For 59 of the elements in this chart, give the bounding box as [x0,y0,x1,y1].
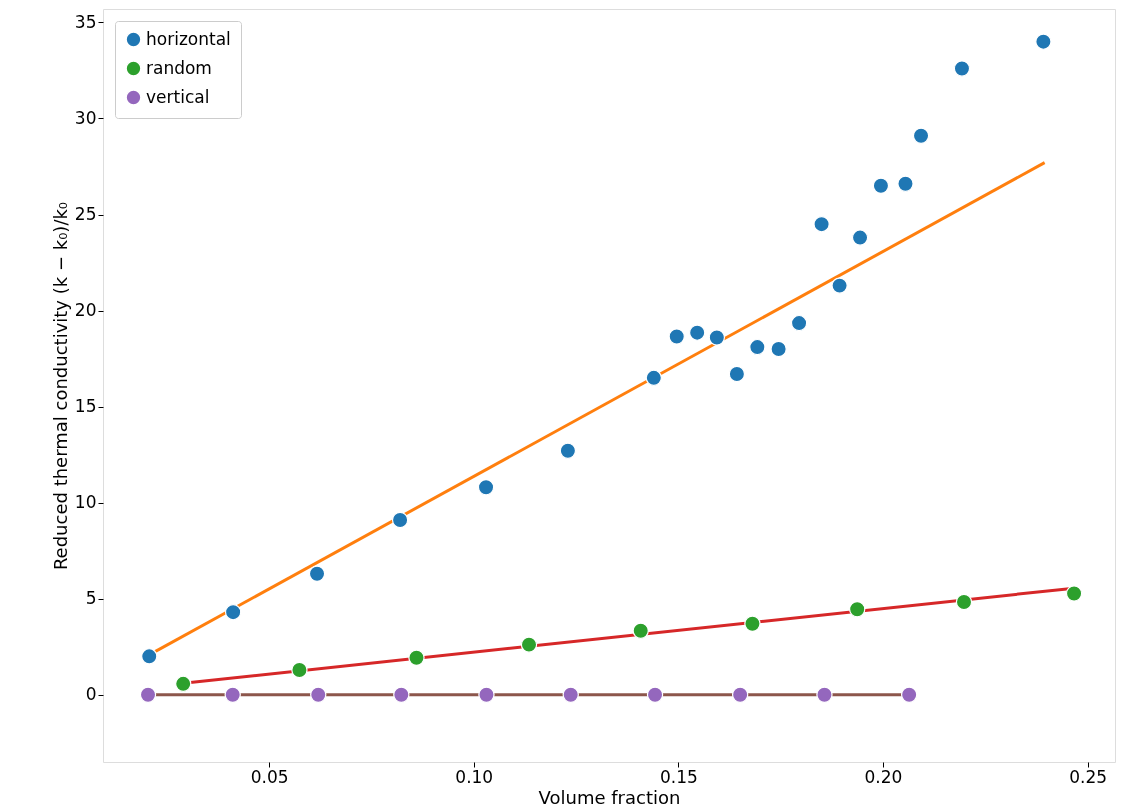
point [831,277,848,294]
point [175,675,192,692]
point [562,686,579,703]
y-tick-label: 35 [74,11,97,32]
point [520,636,538,653]
point [708,329,726,346]
x-tick-label: 0.15 [659,766,698,787]
point [645,369,662,386]
point [308,565,326,582]
point [1035,33,1052,50]
y-tick-label: 25 [74,204,97,225]
point [813,215,830,233]
point [851,229,869,246]
point [731,686,749,703]
legend-label: random [146,57,212,78]
point [912,127,930,144]
point [141,648,158,665]
point [139,686,157,703]
point [1065,585,1083,602]
point [408,649,425,666]
point [291,661,308,679]
point [790,314,808,332]
point [749,338,766,356]
x-tick-label: 0.10 [455,766,494,787]
point [816,686,833,703]
point [632,622,649,639]
point [849,601,866,618]
point [953,60,971,77]
point [224,604,242,621]
point [310,686,327,703]
x-tick-label: 0.05 [250,766,289,787]
point [391,511,409,529]
y-tick-label: 20 [74,300,97,321]
point [668,328,685,345]
point [393,686,410,703]
x-tick-label: 0.25 [1069,766,1108,787]
point [477,479,495,496]
point [897,175,914,192]
point [646,686,664,703]
y-tick-label: 15 [74,396,97,417]
point [728,365,746,383]
point [872,177,890,194]
y-tick-label: 0 [85,684,97,705]
x-axis-title: Volume fraction [538,786,681,808]
point [955,593,973,611]
legend-label: vertical [146,86,210,107]
y-axis-title: Reduced thermal conductivity (k − k₀)/k₀ [49,201,71,571]
point [900,686,918,703]
legend-label: horizontal [146,28,231,49]
y-tick-label: 30 [74,107,97,128]
y-tick-label: 10 [74,492,97,513]
point [689,324,706,341]
point [770,340,787,358]
point [744,615,761,632]
point [559,442,577,459]
point [478,686,495,703]
y-tick-label: 5 [85,588,97,609]
x-tick-label: 0.20 [864,766,903,787]
point [224,686,241,703]
